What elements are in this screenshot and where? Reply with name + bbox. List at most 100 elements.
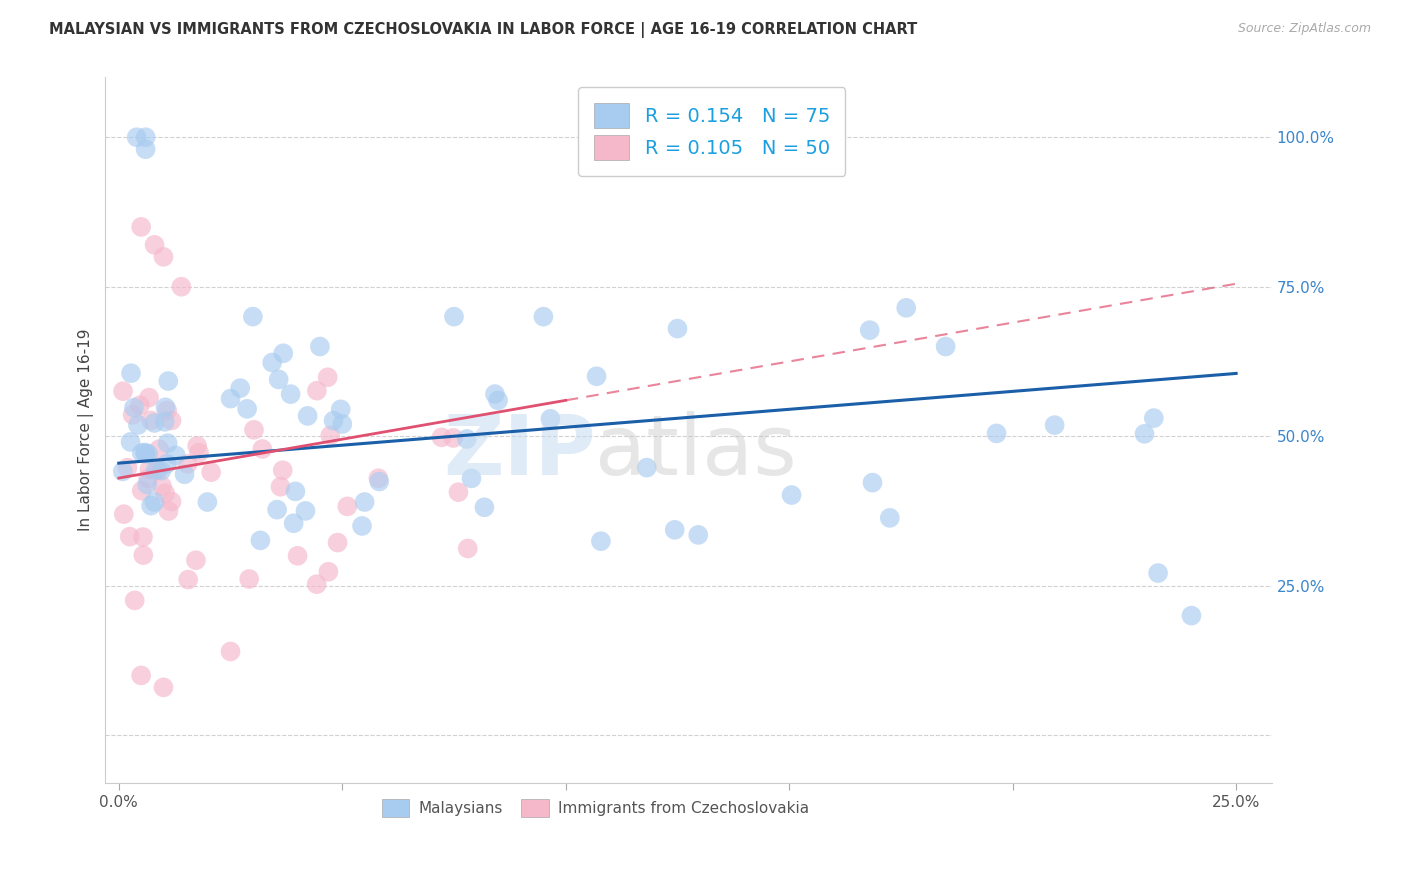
Text: ZIP: ZIP xyxy=(443,411,595,491)
Point xyxy=(780,488,803,502)
Point xyxy=(243,423,266,437)
Point xyxy=(156,457,179,471)
Point xyxy=(134,447,156,461)
Point xyxy=(1133,426,1156,441)
Point xyxy=(636,460,658,475)
Point xyxy=(160,413,183,427)
Point xyxy=(200,465,222,479)
Point xyxy=(170,279,193,293)
Point xyxy=(284,484,307,499)
Point xyxy=(150,464,173,478)
Point xyxy=(125,130,148,145)
Point xyxy=(935,339,957,353)
Point xyxy=(447,485,470,500)
Point xyxy=(124,593,146,607)
Point xyxy=(184,553,207,567)
Point xyxy=(294,504,316,518)
Point xyxy=(131,446,153,460)
Point xyxy=(267,372,290,386)
Point xyxy=(129,219,152,234)
Point xyxy=(318,565,340,579)
Point xyxy=(152,681,174,695)
Point xyxy=(136,447,159,461)
Point xyxy=(197,495,219,509)
Point xyxy=(986,426,1008,441)
Point xyxy=(148,442,170,457)
Point xyxy=(219,392,242,406)
Point xyxy=(280,387,302,401)
Point xyxy=(336,500,359,514)
Text: Source: ZipAtlas.com: Source: ZipAtlas.com xyxy=(1237,22,1371,36)
Point xyxy=(150,479,173,493)
Point xyxy=(486,393,509,408)
Point xyxy=(135,130,157,145)
Point xyxy=(666,321,689,335)
Point xyxy=(138,391,160,405)
Point xyxy=(326,535,349,549)
Point xyxy=(249,533,271,548)
Point xyxy=(664,523,686,537)
Y-axis label: In Labor Force | Age 16-19: In Labor Force | Age 16-19 xyxy=(79,329,94,532)
Point xyxy=(862,475,884,490)
Point xyxy=(122,401,145,415)
Point xyxy=(456,432,478,446)
Point xyxy=(859,323,882,337)
Point xyxy=(111,464,134,478)
Point xyxy=(117,460,139,475)
Point xyxy=(129,668,152,682)
Point xyxy=(266,502,288,516)
Point xyxy=(177,573,200,587)
Point xyxy=(118,530,141,544)
Point xyxy=(484,387,506,401)
Point xyxy=(353,495,375,509)
Point xyxy=(585,369,607,384)
Point xyxy=(538,412,561,426)
Point xyxy=(160,494,183,508)
Point xyxy=(112,507,135,521)
Point xyxy=(460,471,482,485)
Point xyxy=(186,439,208,453)
Point xyxy=(367,471,389,485)
Point xyxy=(139,413,162,427)
Point xyxy=(330,417,353,431)
Point xyxy=(329,402,352,417)
Point xyxy=(131,483,153,498)
Point xyxy=(236,401,259,416)
Point xyxy=(271,346,294,360)
Point xyxy=(145,463,167,477)
Point xyxy=(305,384,328,398)
Point xyxy=(368,475,391,489)
Point xyxy=(127,417,149,432)
Point xyxy=(896,301,918,315)
Point xyxy=(252,442,274,456)
Point xyxy=(156,436,179,450)
Point xyxy=(1143,411,1166,425)
Point xyxy=(157,374,180,388)
Point xyxy=(1147,566,1170,580)
Point xyxy=(165,449,187,463)
Point xyxy=(238,572,260,586)
Point xyxy=(143,416,166,430)
Point xyxy=(688,528,710,542)
Point xyxy=(136,471,159,485)
Point xyxy=(305,577,328,591)
Point xyxy=(283,516,305,531)
Point xyxy=(132,548,155,562)
Point xyxy=(129,398,152,412)
Point xyxy=(309,339,332,353)
Point xyxy=(297,409,319,423)
Point xyxy=(262,355,284,369)
Point xyxy=(457,541,479,556)
Point xyxy=(138,462,160,476)
Point xyxy=(136,477,159,491)
Point xyxy=(155,486,177,500)
Point xyxy=(120,434,142,449)
Point xyxy=(287,549,309,563)
Point xyxy=(173,467,195,482)
Point xyxy=(229,381,252,395)
Point xyxy=(271,463,294,477)
Point xyxy=(474,500,496,515)
Point xyxy=(156,403,179,417)
Point xyxy=(430,430,453,444)
Point xyxy=(134,445,156,459)
